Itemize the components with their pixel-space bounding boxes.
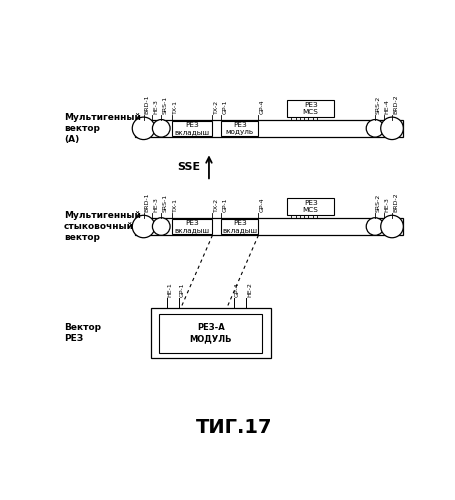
Text: BRD-2: BRD-2 (392, 193, 397, 212)
Bar (172, 219, 212, 234)
Text: HE-3: HE-3 (153, 100, 158, 114)
Bar (135, 218, 403, 235)
Text: TX-2: TX-2 (213, 100, 218, 114)
Text: TX-1: TX-1 (172, 198, 177, 212)
Bar (172, 121, 212, 136)
Text: Мультигенный
стыковочный
вектор: Мультигенный стыковочный вектор (64, 211, 141, 242)
Bar (221, 121, 258, 136)
Text: SRS-1: SRS-1 (162, 194, 167, 212)
Text: HE-3: HE-3 (384, 198, 389, 212)
Bar (159, 314, 261, 352)
Bar (286, 100, 334, 116)
Text: TX-1: TX-1 (172, 100, 177, 114)
Text: HE-1: HE-1 (167, 282, 172, 297)
Text: РЕЗ
модуль: РЕЗ модуль (225, 122, 253, 135)
Text: SRS-1: SRS-1 (162, 96, 167, 114)
Ellipse shape (152, 120, 170, 137)
Text: TX-2: TX-2 (213, 198, 218, 212)
Text: SSE: SSE (177, 162, 200, 172)
Bar (286, 198, 334, 215)
Text: Вектор
РЕЗ: Вектор РЕЗ (64, 324, 101, 344)
Text: BRD-1: BRD-1 (144, 193, 149, 212)
Text: BRD-2: BRD-2 (392, 94, 397, 114)
Text: Мультигенный
вектор
(A): Мультигенный вектор (A) (64, 112, 141, 144)
Text: GP-1: GP-1 (222, 100, 227, 114)
Text: GP-1: GP-1 (222, 198, 227, 212)
Ellipse shape (152, 218, 170, 236)
Text: HE-2: HE-2 (247, 282, 252, 297)
Text: GP-4: GP-4 (234, 282, 239, 297)
Text: РЕЗ
MCS: РЕЗ MCS (302, 102, 318, 115)
Text: РЕЗ
вкладыш: РЕЗ вкладыш (222, 220, 257, 233)
Text: GP-1: GP-1 (180, 282, 185, 297)
Bar (150, 308, 270, 358)
Text: HE-3: HE-3 (153, 198, 158, 212)
Bar (135, 120, 403, 137)
Text: GP-4: GP-4 (259, 198, 264, 212)
Ellipse shape (380, 117, 403, 140)
Text: SRS-2: SRS-2 (375, 194, 380, 212)
Ellipse shape (365, 120, 383, 137)
Text: GP-4: GP-4 (259, 100, 264, 114)
Text: РЕЗ-А
МОДУЛЬ: РЕЗ-А МОДУЛЬ (189, 324, 232, 344)
Text: РЕЗ
MCS: РЕЗ MCS (302, 200, 318, 213)
Ellipse shape (132, 117, 155, 140)
Text: ΤИГ.17: ΤИГ.17 (195, 418, 271, 437)
Ellipse shape (380, 216, 403, 238)
Ellipse shape (132, 216, 155, 238)
Bar (221, 219, 258, 234)
Text: РЕЗ
вкладыш: РЕЗ вкладыш (174, 122, 209, 135)
Text: РЕЗ
вкладыш: РЕЗ вкладыш (174, 220, 209, 233)
Text: BRD-1: BRD-1 (144, 95, 149, 114)
Text: HE-4: HE-4 (384, 100, 389, 114)
Ellipse shape (365, 218, 383, 236)
Text: SRS-2: SRS-2 (375, 96, 380, 114)
